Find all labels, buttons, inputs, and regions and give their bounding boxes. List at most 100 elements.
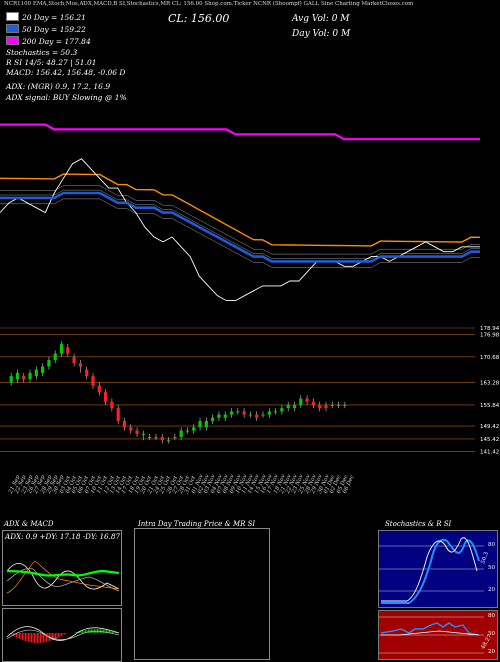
candle-body xyxy=(41,366,44,372)
candle-body xyxy=(22,376,25,379)
candle-body xyxy=(161,437,164,440)
candle-body xyxy=(318,405,321,408)
rsi-line: R SI 14/5: 48.27 | 51.01 xyxy=(6,58,97,67)
macd-hist-bar xyxy=(64,633,65,635)
rsi-panel: 80 50 20 48.27 xyxy=(378,610,498,660)
macd-hist-bar xyxy=(31,633,32,643)
price-level-label: 141.42 xyxy=(480,450,499,456)
ema50-swatch xyxy=(6,24,19,33)
candle-body xyxy=(148,437,151,438)
candle-body xyxy=(299,399,302,405)
macd-hist-bar xyxy=(102,629,103,633)
candle-body xyxy=(85,370,88,376)
macd-hist-bar xyxy=(105,630,106,633)
candle-body xyxy=(249,415,252,416)
macd-hist-bar xyxy=(60,633,61,637)
rsi-label-20: 20 xyxy=(488,649,495,655)
orange-ma-line xyxy=(0,174,480,246)
candle-body xyxy=(287,405,290,408)
stochastics-panel: 80 50 20 50.3 xyxy=(378,530,498,608)
ema20-legend: 20 Day = 156.21 xyxy=(6,12,86,22)
candle-body xyxy=(173,437,176,438)
price-level-label: 155.84 xyxy=(480,403,500,409)
stoch-label-80: 80 xyxy=(488,542,495,548)
stoch-label-20: 20 xyxy=(488,587,495,593)
ema50-legend: 50 Day = 159.22 xyxy=(6,24,86,34)
candle-body xyxy=(110,402,113,408)
candle-body xyxy=(305,399,308,402)
rsi-white-line xyxy=(381,631,479,635)
adx-line: ADX: (MGR) 0.9, 17.2, 16.9 xyxy=(6,82,110,91)
macd-hist-bar xyxy=(57,633,58,638)
macd-hist-bar xyxy=(18,633,19,638)
macd-hist-bar xyxy=(15,633,16,637)
ema20-swatch xyxy=(6,12,19,21)
adx-panel: ADX: 0.9 +DY: 17.18 -DY: 16.87 xyxy=(2,530,122,606)
macd-hist-bar xyxy=(40,633,41,643)
candle-body xyxy=(104,392,107,402)
macd-panel xyxy=(2,608,122,662)
candle-body xyxy=(135,431,138,434)
header-top-line: NCR1100 EMA,Stoch,Mos,ADX,MACD,B SI,Stoc… xyxy=(4,1,413,7)
close-price: CL: 156.00 xyxy=(168,12,229,25)
macd-hist-bar xyxy=(24,633,25,641)
ema200-line xyxy=(0,125,480,140)
candle-body xyxy=(60,344,63,354)
candle-body xyxy=(117,408,120,421)
candlestick-chart: 178.94176.98170.68163.28155.84149.42145.… xyxy=(0,318,500,463)
candle-body xyxy=(343,405,346,406)
ema20-line xyxy=(0,159,480,301)
stochastics-line: Stochastics = 50.3 xyxy=(6,48,77,57)
macd-hist-bar xyxy=(103,630,104,633)
candle-body xyxy=(54,354,57,360)
candle-body xyxy=(91,376,94,386)
candle-body xyxy=(217,415,220,418)
candle-body xyxy=(280,408,283,411)
stoch-panel-title: Stochastics & R SI xyxy=(385,520,451,528)
price-level-label: 176.98 xyxy=(480,332,500,338)
candle-body xyxy=(47,360,50,366)
candle-body xyxy=(142,434,145,435)
intraday-panel-title: Intra Day Trading Price & MR SI xyxy=(138,520,255,528)
macd-hist-bar xyxy=(22,633,23,640)
price-level-label: 178.94 xyxy=(480,326,500,332)
macd-hist-bar xyxy=(19,633,20,639)
candle-body xyxy=(211,418,214,421)
stochastics-lines xyxy=(379,531,497,607)
macd-hist-bar xyxy=(58,633,59,638)
candle-body xyxy=(230,411,233,414)
macd-hist-bar xyxy=(30,633,31,642)
candle-body xyxy=(236,411,239,412)
candle-body xyxy=(261,415,264,416)
price-level-label: 145.42 xyxy=(480,437,499,443)
candle-body xyxy=(186,431,189,432)
macd-hist-bar xyxy=(27,633,28,642)
macd-hist-bar xyxy=(25,633,26,641)
macd-hist-bar xyxy=(34,633,35,643)
candle-body xyxy=(129,427,132,430)
macd-hist-bar xyxy=(51,633,52,641)
macd-hist-bar xyxy=(88,630,89,633)
macd-hist-bar xyxy=(112,631,113,633)
candle-body xyxy=(66,347,69,353)
macd-line: MACD: 156.42, 156.48, -0.06 D xyxy=(6,68,125,77)
candle-body xyxy=(293,405,296,408)
candle-body xyxy=(192,427,195,430)
candle-body xyxy=(16,373,19,379)
macd-hist-bar xyxy=(82,631,83,633)
day-volume: Day Vol: 0 M xyxy=(292,29,350,39)
macd-hist-bar xyxy=(90,629,91,633)
ema20-label: 20 Day = 156.21 xyxy=(22,13,86,22)
macd-hist-bar xyxy=(28,633,29,642)
candle-body xyxy=(205,421,208,427)
adx-lines xyxy=(3,531,121,605)
macd-hist-bar xyxy=(37,633,38,643)
candle-body xyxy=(98,386,101,392)
candle-body xyxy=(274,411,277,412)
adx-orange-line xyxy=(7,561,119,593)
macd-hist-bar xyxy=(66,633,67,634)
candle-body xyxy=(79,363,82,366)
avg-volume: Avg Vol: 0 M xyxy=(292,14,350,24)
macd-hist-bar xyxy=(36,633,37,643)
